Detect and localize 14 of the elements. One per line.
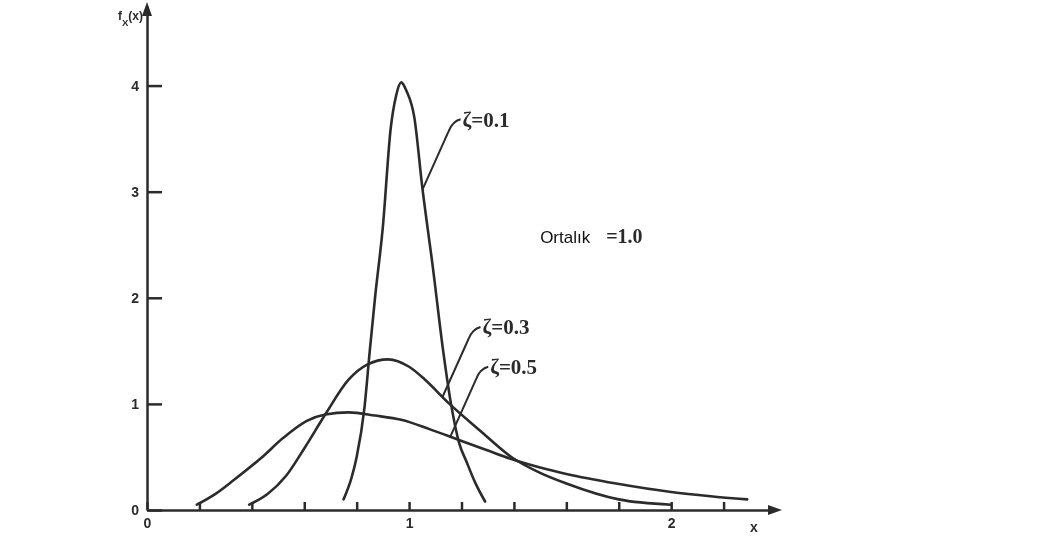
- x-tick-label: 1: [405, 514, 414, 531]
- x-tick-label: 2: [667, 514, 676, 531]
- text: ζ=0.1: [462, 107, 510, 132]
- x-axis-title: x: [750, 519, 758, 535]
- text: ζ=0.5: [490, 355, 538, 380]
- y-tick-label: 1: [131, 395, 140, 412]
- y-tick-label: 2: [131, 289, 140, 306]
- annotation: Ortalık =1.0: [540, 224, 643, 247]
- x-tick-label: 0: [143, 514, 152, 531]
- text: ζ=0.3: [482, 315, 530, 340]
- y-tick-label: 0: [131, 501, 140, 518]
- y-tick-label: 4: [131, 77, 140, 94]
- y-axis-title: f$_{X}$(x): [117, 9, 143, 28]
- y-tick-label: 3: [131, 183, 140, 200]
